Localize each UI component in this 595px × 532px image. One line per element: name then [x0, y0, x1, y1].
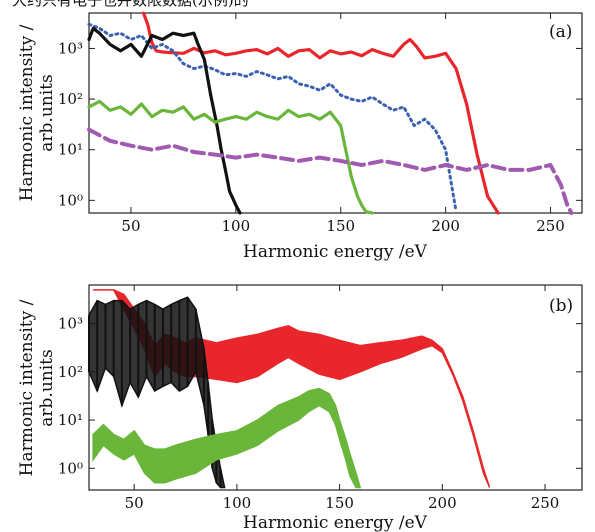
x-tick-label: 50	[125, 494, 144, 512]
y-tick-label: 10¹	[58, 141, 83, 159]
panel-b: (b) 50 100 150 200 250 10⁰ 10¹ 10² 10³ Harmonic …	[17, 284, 583, 532]
x-tick-label: 200	[431, 217, 460, 235]
x-tick-label: 250	[531, 494, 560, 512]
series-b-2-band	[92, 387, 362, 489]
series-a-4-line	[87, 127, 574, 215]
x-tick-label: 150	[326, 217, 355, 235]
x-axis-title-a: Harmonic energy /eV	[243, 242, 428, 262]
x-axis-title-b: Harmonic energy /eV	[243, 513, 428, 532]
series-group-a	[87, 11, 574, 215]
x-tick-label: 250	[536, 217, 565, 235]
panel-a: (a) 50 100 150 200 250 10⁰ 10¹ 10² 10³ Harmonic …	[17, 11, 583, 262]
plot-frame-b	[88, 284, 583, 491]
series-b-1-band	[88, 296, 226, 489]
y-axis-title-a-line2: arb.units	[37, 74, 57, 151]
panel-label-a: (a)	[549, 22, 572, 42]
header-fragment: 大约只有电子也并数限数据(示例)的	[12, 0, 249, 9]
series-a-0-line	[141, 11, 500, 215]
axis-ticks-a: 50 100 150 200 250 10⁰ 10¹ 10² 10³	[58, 13, 582, 235]
panel-label-b: (b)	[549, 296, 573, 316]
x-tick-label: 150	[325, 494, 354, 512]
series-a-1-line	[87, 22, 458, 214]
series-group-b	[88, 289, 491, 489]
series-a-3-line	[87, 99, 374, 215]
y-tick-label: 10³	[58, 315, 83, 333]
x-tick-label: 200	[428, 494, 457, 512]
x-tick-label: 100	[223, 494, 252, 512]
y-axis-title-a-line1: Harmonic intensity /	[17, 24, 37, 201]
y-tick-label: 10²	[58, 363, 83, 381]
y-tick-label: 10¹	[58, 411, 83, 429]
axis-ticks-b: 50 100 150 200 250 10⁰ 10¹ 10² 10³	[58, 285, 582, 512]
plot-frame-a	[88, 12, 583, 214]
y-axis-title-b-line1: Harmonic intensity /	[17, 299, 37, 476]
series-a-2-line	[87, 26, 242, 215]
y-axis-title-b-line2: arb.units	[37, 349, 57, 426]
y-tick-label: 10²	[58, 90, 83, 108]
y-tick-label: 10³	[58, 39, 83, 57]
y-tick-label: 10⁰	[58, 459, 83, 477]
y-tick-label: 10⁰	[58, 191, 83, 209]
x-tick-label: 50	[121, 217, 140, 235]
x-tick-label: 100	[222, 217, 251, 235]
